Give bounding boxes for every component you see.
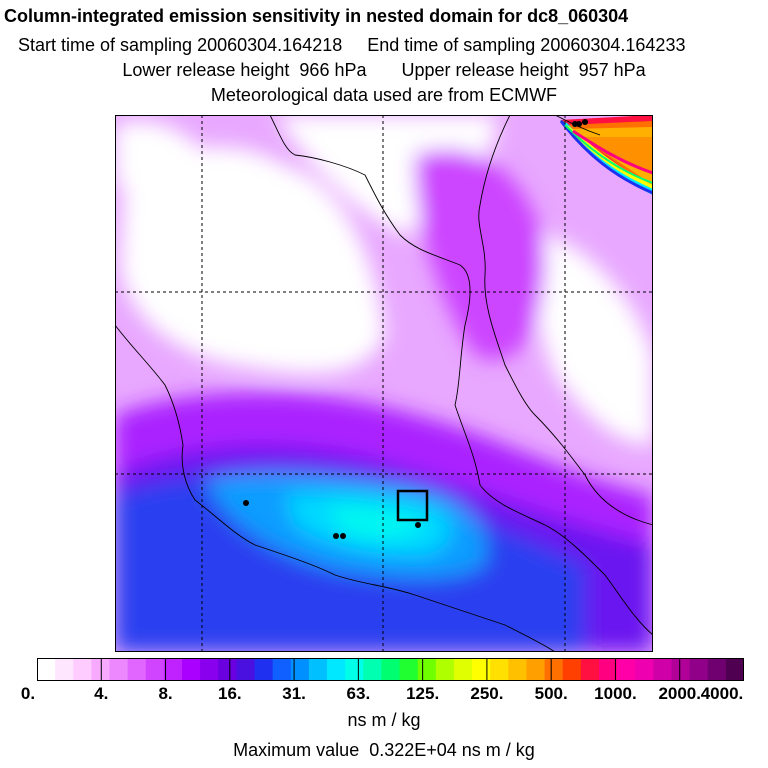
legend-color-cell (381, 658, 401, 681)
legend-tick-label: 16. (217, 684, 242, 703)
legend-color-cell (508, 658, 528, 681)
legend-color-cell (236, 658, 256, 681)
color-scale-bar (37, 658, 744, 681)
legend-color-cell (308, 658, 328, 681)
legend-tick-label: 4000. (700, 684, 744, 703)
legend-tick-label: 2000. (658, 684, 701, 703)
legend-color-cell (127, 658, 147, 681)
legend-color-cell (254, 658, 274, 681)
legend-color-cell (218, 658, 238, 681)
sensitivity-field-shading (115, 115, 653, 652)
sampling-time-line: Start time of sampling 20060304.164218 E… (18, 35, 686, 55)
legend-tick-label: 125. (406, 684, 440, 703)
legend-color-cell (327, 658, 346, 681)
legend-color-cell (73, 658, 92, 681)
legend-tick-label: 4. (94, 684, 109, 703)
legend-color-cell (55, 658, 74, 681)
release-points (243, 119, 588, 539)
legend-color-cell (272, 658, 292, 681)
legend-color-cell (417, 658, 437, 681)
release-height-line: Lower release height 966 hPa Upper relea… (122, 60, 646, 80)
legend-color-cell (617, 658, 636, 681)
release-box (396, 489, 429, 522)
legend-color-cell (435, 658, 455, 681)
legend-color-cell (635, 658, 654, 681)
map-frame (115, 115, 653, 652)
legend-tick-label: 63. (346, 684, 371, 703)
legend-color-cell (580, 658, 600, 681)
coastlines (115, 115, 653, 652)
legend-tick-label: 250. (470, 684, 504, 703)
legend-color-cell (490, 658, 509, 681)
legend-color-cell (290, 658, 310, 681)
legend-color-cell (363, 658, 383, 681)
legend-tick-label: 0. (20, 684, 36, 703)
legend-color-cell (91, 658, 111, 681)
legend-color-cell (526, 658, 546, 681)
legend-color-cell (453, 658, 473, 681)
legend-units: ns m / kg (347, 710, 421, 730)
legend-color-cell (399, 658, 419, 681)
legend-tick-label: 31. (282, 684, 306, 703)
legend-color-cell (200, 658, 219, 681)
legend-color-cell (345, 658, 364, 681)
legend-color-cell (598, 658, 618, 681)
legend-color-cell (653, 658, 673, 681)
legend-color-cell (689, 658, 709, 681)
legend-color-cell (671, 658, 691, 681)
legend-color-cell (145, 658, 165, 681)
legend-color-cell (544, 658, 564, 681)
legend-color-cell (472, 658, 491, 681)
legend-tick-label: 1000. (594, 684, 637, 703)
legend-color-cell (707, 658, 727, 681)
legend-color-cell (562, 658, 582, 681)
legend-tick-label: 500. (534, 684, 568, 703)
met-data-line: Meteorological data used are from ECMWF (210, 85, 558, 105)
legend-color-cell (182, 658, 201, 681)
legend-color-cell (725, 658, 744, 681)
high-sensitivity-fan (559, 115, 653, 195)
map-title: Column-integrated emission sensitivity i… (4, 6, 629, 26)
legend-tick-label: 8. (158, 684, 173, 703)
maximum-value: Maximum value 0.322E+04 ns m / kg (233, 740, 535, 760)
legend-color-cell (163, 658, 183, 681)
emission-sensitivity-map (115, 115, 653, 652)
legend-color-cell (109, 658, 129, 681)
legend-color-cell (37, 658, 56, 681)
